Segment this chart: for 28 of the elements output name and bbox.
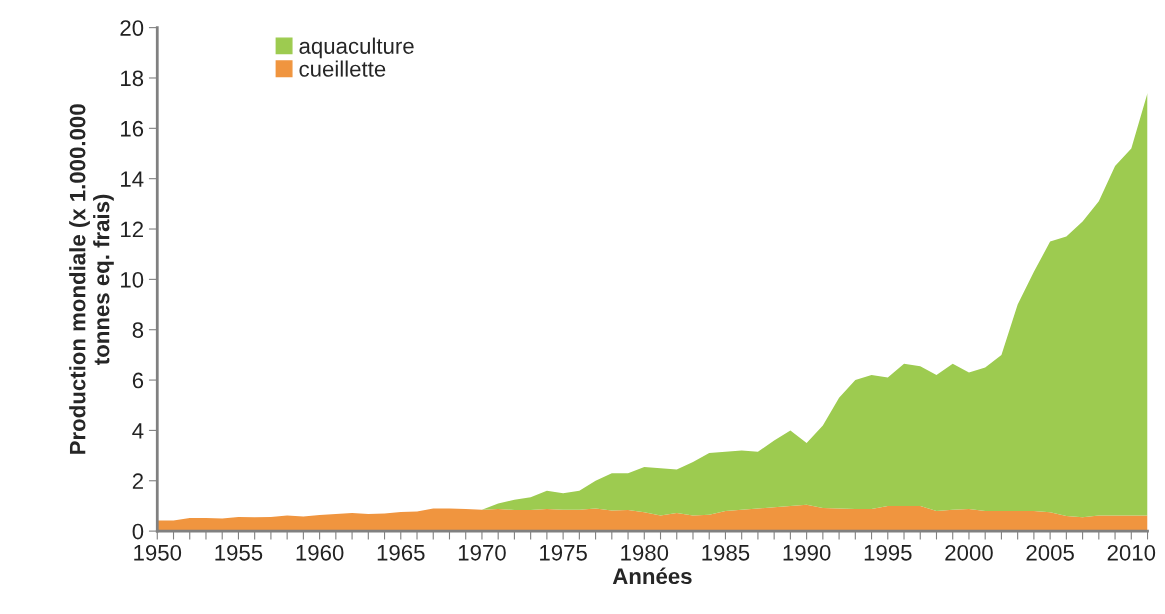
- x-axis-title: Années: [612, 567, 692, 585]
- y-tick-label: 18: [121, 70, 144, 87]
- x-tick-label: 2000: [945, 544, 993, 561]
- y-tick-label: 10: [121, 271, 144, 288]
- y-tick-label: 12: [121, 221, 143, 238]
- x-tick-label: 2010: [1107, 544, 1156, 561]
- y-tick-label: 20: [120, 20, 144, 36]
- y-tick-label: 2: [132, 473, 143, 489]
- x-tick-label: 1975: [540, 544, 587, 561]
- x-tick-label: 2005: [1026, 544, 1074, 561]
- x-tick-label: 1995: [864, 544, 912, 561]
- legend-label: aquaculture: [299, 37, 414, 59]
- x-tick-label: 1955: [215, 544, 263, 561]
- x-tick-label: 1970: [458, 544, 506, 561]
- x-tick-label: 1950: [134, 544, 182, 561]
- x-tick-label: 1985: [702, 544, 750, 561]
- y-tick-label: 6: [132, 372, 144, 389]
- y-tick-label: 0: [132, 523, 144, 540]
- y-tick-label: 8: [132, 322, 144, 338]
- y-tick-label: 16: [121, 120, 144, 137]
- y-tick-label: 4: [132, 423, 144, 439]
- legend-label: cueillette: [299, 60, 386, 77]
- y-axis-title: Production mondiale (x 1.000.000 tonnes eq. frais): [69, 104, 114, 454]
- y-tick-label: 14: [121, 171, 144, 187]
- x-tick-label: 1990: [783, 544, 831, 561]
- x-tick-label: 1980: [621, 544, 669, 561]
- x-tick-label: 1965: [377, 544, 425, 561]
- x-tick-label: 1960: [296, 544, 344, 561]
